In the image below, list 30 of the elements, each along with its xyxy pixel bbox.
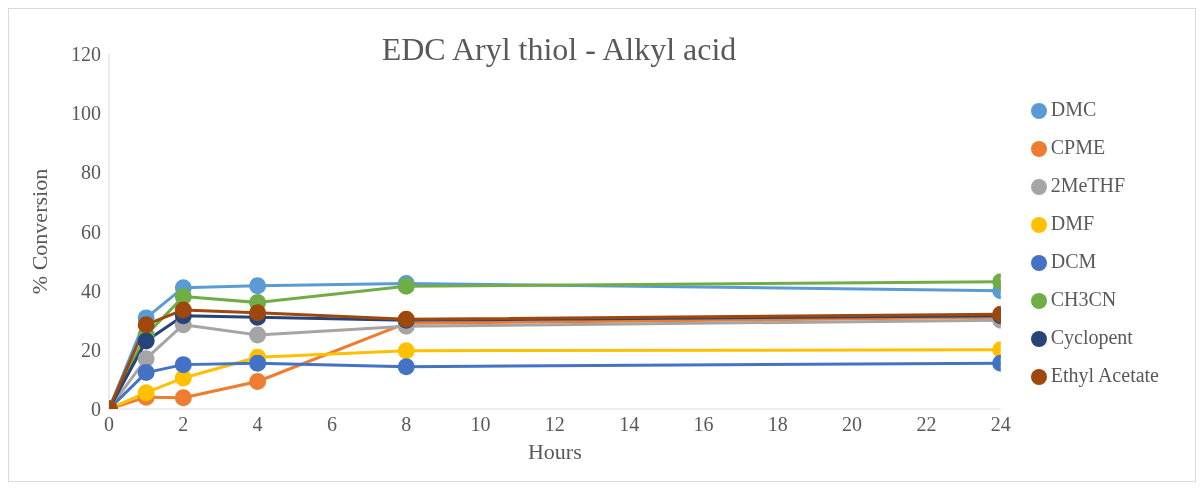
x-tick-label: 16 <box>693 413 714 436</box>
legend-label: Cyclopent <box>1050 325 1133 348</box>
legend-label: CPME <box>1050 135 1106 158</box>
chart-title: EDC Aryl thiol - Alkyl acid <box>381 31 737 67</box>
y-tick-label: 20 <box>81 338 101 361</box>
x-tick-label: 14 <box>619 413 640 436</box>
y-tick-label: 80 <box>81 161 101 184</box>
x-tick-label: 12 <box>544 413 565 436</box>
x-tick-label: 4 <box>252 413 263 436</box>
x-tick-label: 6 <box>326 413 337 436</box>
x-tick-label: 8 <box>401 413 412 436</box>
legend-label: DCM <box>1050 249 1097 272</box>
legend-label: 2MeTHF <box>1050 173 1126 196</box>
legend-label: DMF <box>1050 211 1095 234</box>
y-tick-label: 60 <box>81 220 101 243</box>
y-tick-label: 40 <box>81 279 101 302</box>
y-tick-label: 100 <box>71 102 101 125</box>
x-tick-label: 24 <box>990 413 1011 436</box>
x-tick-label: 10 <box>470 413 491 436</box>
x-tick-label: 18 <box>767 413 788 436</box>
legend-label: CH3CN <box>1050 287 1117 310</box>
y-axis-title: % Conversion <box>26 168 52 295</box>
legend-label: DMC <box>1050 97 1097 120</box>
x-axis-title: Hours <box>527 439 582 464</box>
y-tick-label: 120 <box>71 43 101 66</box>
x-tick-label: 22 <box>916 413 937 436</box>
x-tick-label: 2 <box>178 413 189 436</box>
x-tick-label: 20 <box>842 413 863 436</box>
legend-label: Ethyl Acetate <box>1050 363 1159 386</box>
y-tick-label: 0 <box>91 398 101 421</box>
